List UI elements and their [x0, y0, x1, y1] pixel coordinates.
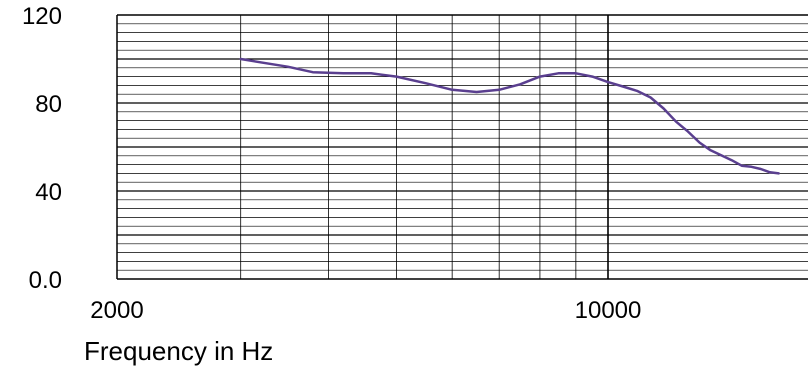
horizontal-gridlines	[117, 23, 808, 271]
x-axis-label: Frequency in Hz	[84, 336, 273, 366]
x-tick-label: 2000	[90, 297, 143, 324]
x-tick-label: 10000	[575, 297, 642, 324]
y-axis-ticks: 0.0 40 80 120	[22, 3, 62, 294]
x-axis-ticks: 2000 10000	[90, 297, 641, 324]
y-tick-label: 40	[35, 179, 62, 206]
y-tick-label: 80	[35, 91, 62, 118]
vertical-gridlines	[240, 15, 609, 279]
y-tick-label: 120	[22, 3, 62, 30]
series-line	[239, 57, 780, 175]
y-tick-label: 0.0	[29, 267, 62, 294]
